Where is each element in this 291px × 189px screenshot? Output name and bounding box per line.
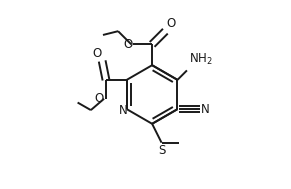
Text: N: N — [119, 104, 128, 117]
Text: O: O — [95, 92, 104, 105]
Text: NH$_2$: NH$_2$ — [189, 52, 213, 67]
Text: O: O — [123, 38, 132, 51]
Text: O: O — [166, 17, 175, 30]
Text: S: S — [158, 144, 165, 157]
Text: N: N — [201, 103, 210, 116]
Text: O: O — [92, 47, 101, 60]
